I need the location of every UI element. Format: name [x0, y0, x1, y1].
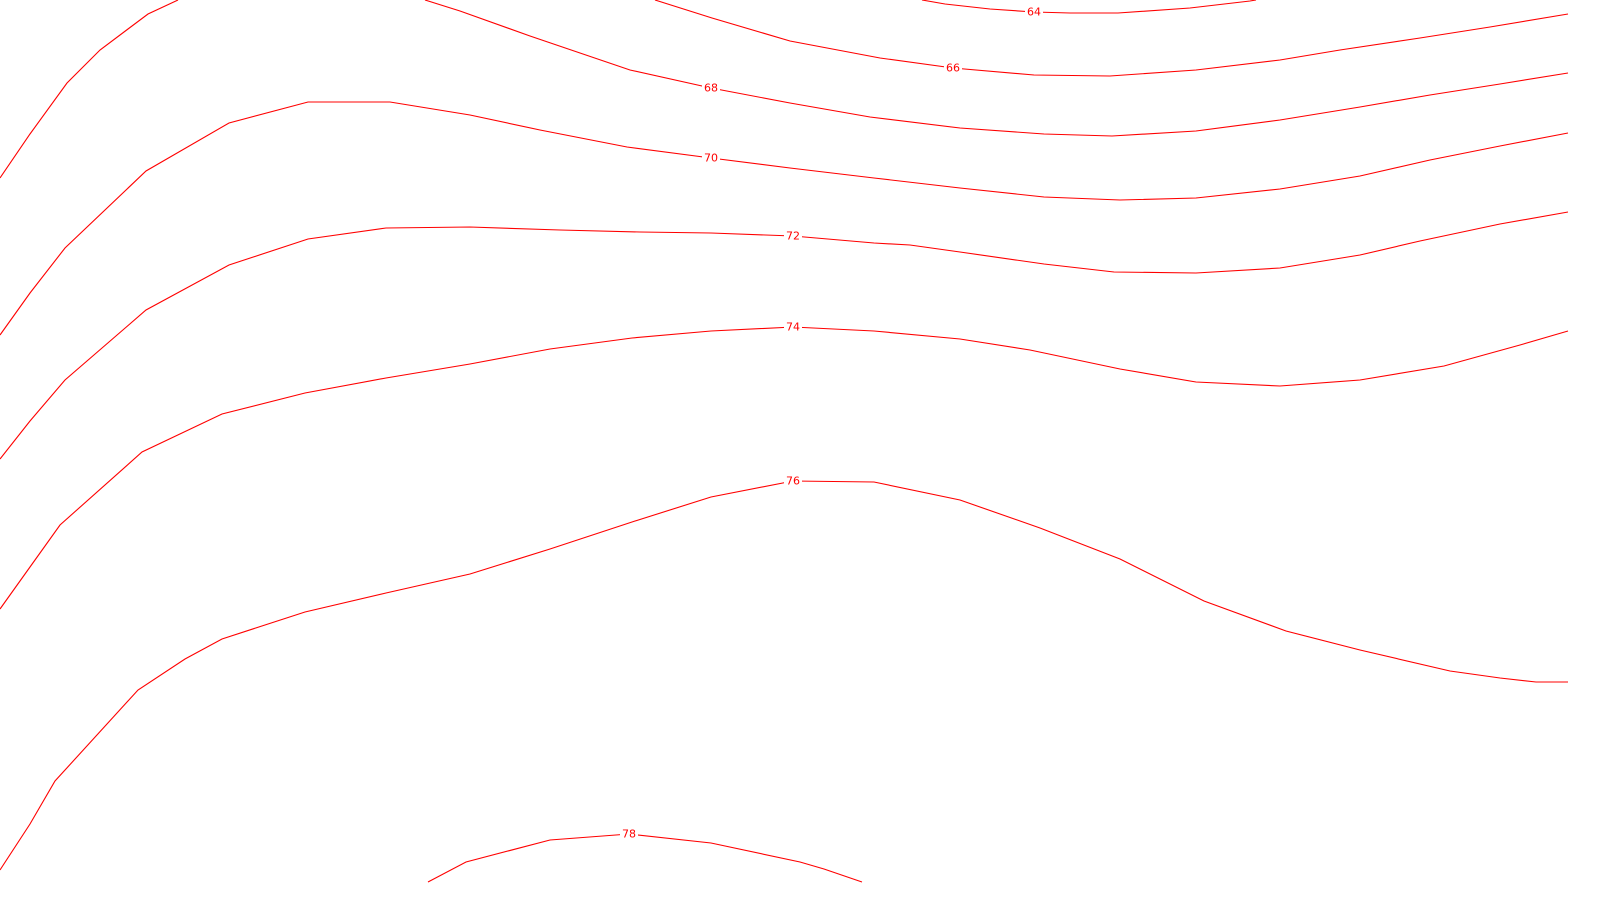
contour-label-background-66: [944, 62, 962, 74]
contour-label-64: 64: [1027, 6, 1041, 19]
contour-label-background-70: [702, 152, 720, 164]
contour-line-72: [0, 211, 1569, 460]
contour-line-70-segment-2: [0, 101, 1569, 336]
contour-label-74: 74: [786, 321, 800, 334]
contour-line-68: [424, 0, 1569, 137]
contour-line-74: [0, 326, 1569, 610]
contour-label-72: 72: [786, 230, 800, 243]
contour-label-78: 78: [622, 828, 636, 841]
contour-label-70: 70: [704, 152, 718, 165]
contour-label-background-74: [784, 321, 802, 333]
contour-label-background-68: [702, 82, 720, 94]
contour-line-70: [0, 0, 179, 179]
contour-label-76: 76: [786, 475, 800, 488]
contour-label-66: 66: [946, 62, 960, 75]
contour-label-background-78: [620, 828, 638, 840]
contour-label-68: 68: [704, 82, 718, 95]
contour-line-78: [427, 833, 863, 883]
contour-line-76: [0, 480, 1568, 871]
contour-line-66: [654, 0, 1569, 77]
contour-label-background-64: [1025, 6, 1043, 18]
contour-label-background-72: [784, 230, 802, 242]
contour-label-background-76: [784, 475, 802, 487]
contour-lines: 64 66 68 70 72 74 76 78: [0, 0, 1569, 883]
contour-line-64: [921, 0, 1257, 14]
